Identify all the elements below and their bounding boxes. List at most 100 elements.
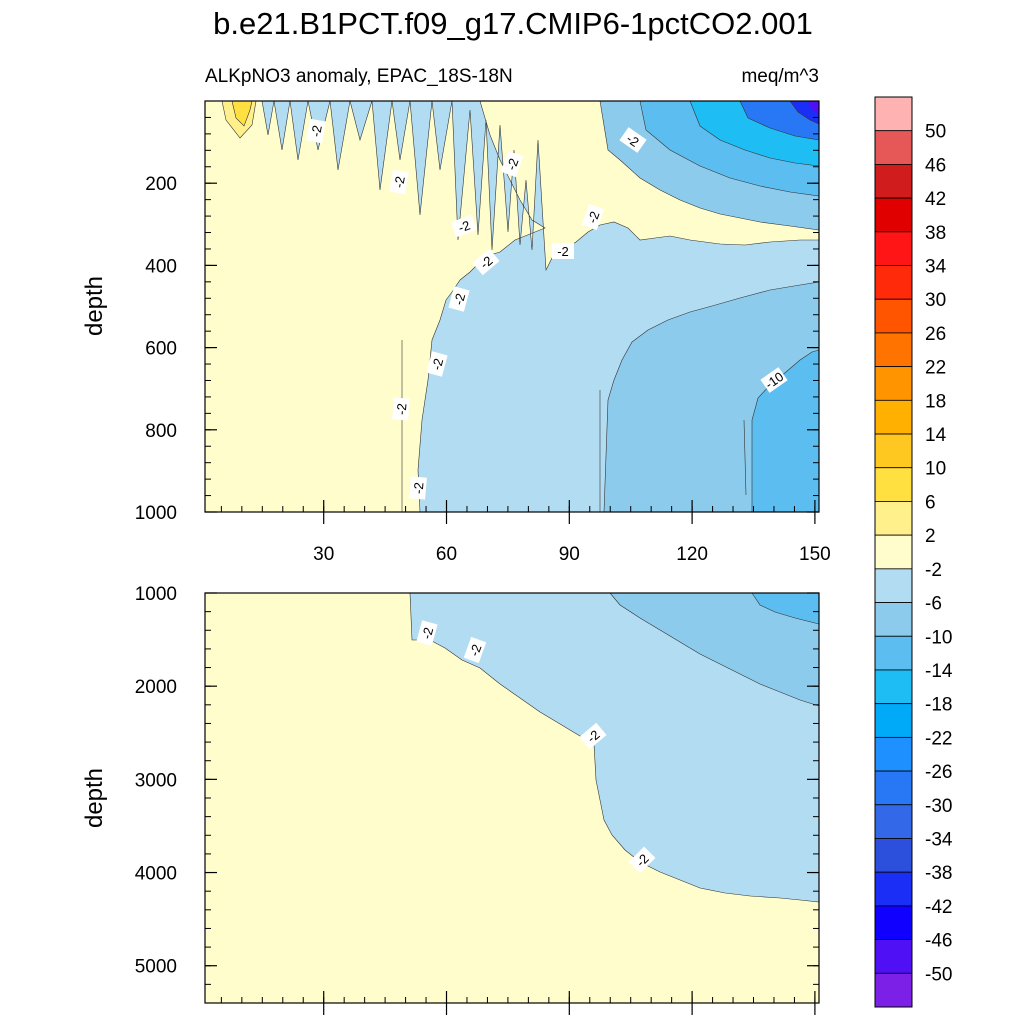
upper-x-axis: 30 60 90 120 150 (220, 500, 831, 565)
colorbar-label: -38 (925, 863, 952, 884)
lower-y-axis: 1000 2000 3000 4000 5000 (135, 584, 819, 1004)
contour-label-bg (619, 127, 647, 153)
colorbar-box (874, 164, 913, 199)
colorbar-box (874, 736, 913, 772)
contour-label: -2 (392, 397, 410, 421)
upper-contour-labels: -2-2-2-2-2-2-2-2-2-2-2-2-10 (306, 118, 788, 500)
colorbar-box (874, 804, 913, 839)
upper-y-axis-label: depth (81, 276, 108, 336)
colorbar-label: -50 (925, 964, 952, 985)
contour-label: -2 (450, 214, 478, 238)
contour-label-bg (500, 150, 524, 178)
colorbar-box (874, 399, 913, 435)
y-tick-label: 800 (145, 421, 177, 442)
y-tick-label: 1000 (135, 503, 177, 524)
lower-y-axis-label: depth (81, 768, 108, 828)
colorbar-box (874, 501, 913, 536)
lower-contour-labels: -2 -2 -2 -2 (416, 620, 656, 874)
contour-label-text: -2 (391, 175, 408, 189)
colorbar-box (874, 972, 913, 1008)
contour-label: -2 (579, 722, 607, 750)
contour-label: -2 (472, 248, 500, 276)
contour-label-text: -2 (419, 626, 436, 641)
y-tick-label: 400 (145, 256, 177, 277)
contour-label-bg (409, 476, 427, 500)
colorbar-label: 46 (925, 155, 946, 176)
colorbar: 50 46 42 38 34 30 26 22 18 14 10 6 2 -2 -6 -10 -14 -18 -22… (874, 96, 953, 1008)
colorbar-box (874, 602, 913, 637)
colorbar-label: 30 (925, 290, 946, 311)
contour-label-text: -2 (584, 209, 602, 225)
colorbar-box (874, 939, 913, 974)
contour-label-bg (760, 367, 788, 393)
contour-label: -2 (552, 243, 574, 259)
upper-frame (204, 100, 820, 513)
contour-label-bg (448, 286, 470, 312)
contour-label-bg (450, 214, 478, 238)
contour-label: -2 (389, 169, 409, 195)
contour-label-bg (392, 397, 410, 421)
figure-title: b.e21.B1PCT.f09_g17.CMIP6-1pctCO2.001 (213, 6, 813, 41)
contour-label: -2 (426, 351, 448, 377)
colorbar-label: 18 (925, 391, 946, 412)
colorbar-label: -2 (925, 560, 942, 581)
contour-label: -2 (628, 846, 656, 874)
contour-label-text: -2 (503, 156, 521, 172)
x-tick-label: 30 (313, 544, 334, 565)
contour-label-bg (416, 620, 438, 646)
contour-label-text: -2 (429, 357, 446, 372)
contour-label-bg (389, 169, 409, 195)
contour-label: -2 (581, 203, 605, 231)
colorbar-label: -10 (925, 627, 952, 648)
upper-panel: ALKpNO3 anomaly, EPAC_18S-18N meq/m^3 20… (81, 66, 831, 565)
contour-label-text: -2 (557, 244, 569, 259)
colorbar-box (874, 197, 913, 233)
contour-label-text: -2 (451, 292, 468, 307)
colorbar-box (874, 770, 913, 806)
x-tick-label: 150 (799, 544, 831, 565)
colorbar-box (874, 96, 913, 132)
colorbar-label: 14 (925, 425, 947, 446)
colorbar-label: -14 (925, 661, 953, 682)
contour-label-bg (463, 636, 487, 664)
colorbar-label: -30 (925, 796, 952, 817)
y-tick-label: 3000 (135, 770, 177, 791)
colorbar-label: -26 (925, 762, 952, 783)
x-tick-label: 120 (676, 544, 708, 565)
colorbar-label: 6 (925, 492, 936, 513)
y-tick-label: 2000 (135, 677, 177, 698)
colorbar-box (874, 130, 913, 165)
contour-label-bg (472, 248, 500, 276)
y-tick-label: 1000 (135, 584, 177, 605)
contour-label-bg (628, 846, 656, 874)
colorbar-label: -42 (925, 897, 952, 918)
colorbar-box (874, 703, 913, 738)
colorbar-label: -18 (925, 695, 952, 716)
colorbar-label: -22 (925, 728, 952, 749)
contour-label-text: -2 (394, 403, 410, 416)
variable-label: ALKpNO3 anomaly, EPAC_18S-18N (205, 66, 513, 87)
contour-label-text: -2 (466, 642, 484, 658)
colorbar-label: -34 (925, 829, 953, 850)
colorbar-label: 2 (925, 526, 936, 547)
contour-label: -2 (306, 118, 326, 144)
colorbar-label: 22 (925, 358, 946, 379)
x-tick-label: 60 (436, 544, 457, 565)
contour-label: -2 (448, 286, 470, 312)
colorbar-box (874, 366, 913, 401)
contour-label-text: -2 (308, 124, 325, 138)
upper-fill-purple (808, 101, 819, 114)
colorbar-label: 50 (925, 122, 946, 143)
colorbar-box (874, 635, 913, 671)
y-tick-label: 5000 (135, 957, 177, 978)
colorbar-box (874, 905, 913, 940)
colorbar-label: -46 (925, 931, 952, 952)
y-tick-label: 200 (145, 174, 177, 195)
contour-label-text: -2 (411, 482, 427, 495)
colorbar-box (874, 231, 913, 266)
contour-label: -2 (619, 127, 647, 153)
colorbar-label: 42 (925, 189, 946, 210)
contour-label: -2 (500, 150, 524, 178)
lower-panel: 1000 2000 3000 4000 5000 depth -2 -2 -2 -2 (81, 584, 820, 1015)
colorbar-box (874, 669, 913, 705)
